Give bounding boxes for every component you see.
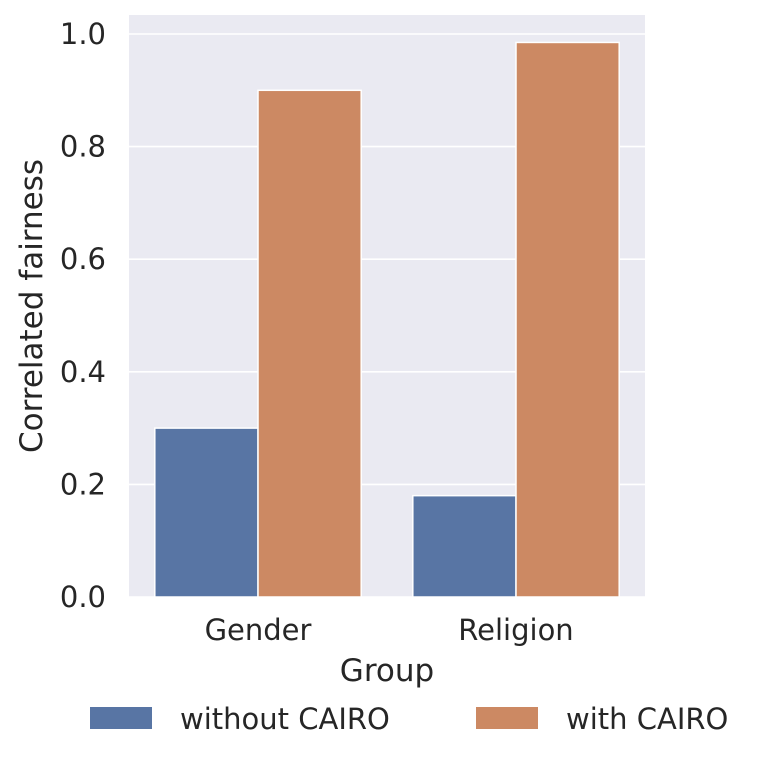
bar-gender-without-cairo bbox=[154, 427, 259, 598]
legend-swatch bbox=[90, 707, 152, 729]
bar-religion-without-cairo bbox=[412, 494, 517, 598]
legend-label: without CAIRO bbox=[180, 702, 390, 736]
y-tick-label: 0.4 bbox=[60, 355, 106, 389]
legend-label: with CAIRO bbox=[566, 702, 728, 736]
bar-gender-with-cairo bbox=[257, 89, 362, 598]
y-axis-ticks: 0.0 0.2 0.4 0.6 0.8 1.0 bbox=[60, 17, 106, 614]
x-axis-ticks: Gender Religion bbox=[205, 613, 574, 647]
bar-religion-with-cairo bbox=[515, 41, 620, 598]
legend-swatch bbox=[476, 707, 538, 729]
y-tick-label: 0.6 bbox=[60, 242, 106, 276]
y-tick-label: 0.0 bbox=[60, 580, 106, 614]
x-axis-title: Group bbox=[340, 653, 434, 689]
y-tick-label: 0.2 bbox=[60, 467, 106, 501]
y-axis-title: Correlated fairness bbox=[14, 159, 50, 453]
y-tick-label: 1.0 bbox=[60, 17, 106, 51]
x-tick-label: Gender bbox=[205, 613, 312, 647]
legend: without CAIRO with CAIRO bbox=[90, 702, 728, 736]
bars bbox=[154, 41, 620, 598]
x-tick-label: Religion bbox=[458, 613, 573, 647]
y-tick-label: 0.8 bbox=[60, 130, 106, 164]
